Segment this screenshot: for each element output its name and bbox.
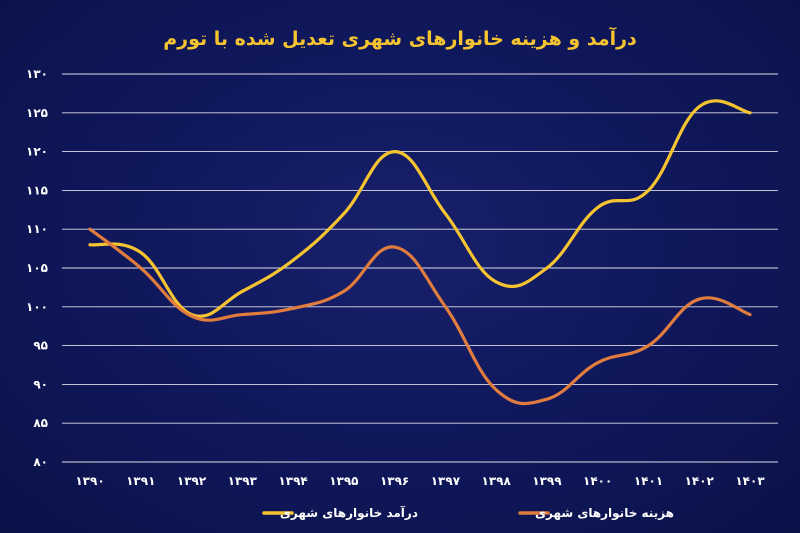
data-point [88,243,92,247]
data-point [494,280,498,284]
x-tick-label: ۱۳۹۳ [228,474,258,488]
data-point [240,313,244,316]
y-tick-label: ۱۲۰ [26,145,48,159]
y-tick-label: ۹۰ [33,377,48,391]
data-point [190,314,193,318]
data-point [443,305,447,309]
data-point [748,313,752,316]
y-tick-label: ۸۰ [33,455,48,469]
data-point [545,397,549,401]
series-line-1 [88,227,752,406]
data-point [342,212,346,216]
x-tick-label: ۱۳۹۸ [482,474,512,488]
x-tick-label: ۱۳۹۲ [177,474,207,488]
data-point [494,388,498,392]
data-point [697,297,701,301]
chart-title: درآمد و هزینه خانوارهای شهری تعدیل شده ب… [163,28,637,50]
x-tick-label: ۱۳۹۴ [278,474,307,488]
y-tick-label: ۱۰۵ [26,261,48,275]
x-tick-label: ۱۴۰۰ [583,474,612,488]
data-point [139,266,143,270]
data-point [393,150,397,154]
data-point [748,111,752,115]
y-tick-label: ۹۵ [33,339,48,353]
x-tick-label: ۱۳۹۹ [532,474,562,488]
data-point [240,289,244,293]
x-tick-label: ۱۴۰۱ [634,474,663,488]
data-point [443,212,447,216]
data-point [647,189,650,192]
data-point [393,245,397,249]
data-point [291,258,295,262]
data-point [596,361,600,365]
x-tick-label: ۱۴۰۳ [735,474,765,488]
data-point [697,105,701,108]
data-point [596,206,600,209]
data-point [291,306,295,310]
x-tick-label: ۱۳۹۱ [126,474,155,488]
y-tick-label: ۱۰۰ [26,300,48,314]
data-point [545,266,549,270]
x-tick-label: ۱۳۹۵ [329,474,358,488]
x-tick-label: ۱۳۹۰ [75,474,104,488]
x-tick-label: ۱۴۰۲ [685,474,715,488]
data-point [647,344,650,347]
y-tick-label: ۱۱۰ [26,222,48,236]
x-tick-label: ۱۳۹۶ [380,474,409,488]
data-point [139,251,143,254]
x-tick-label: ۱۳۹۷ [431,474,461,488]
y-tick-label: ۱۳۰ [26,67,48,81]
legend-label-0: درآمد خانوارهای شهری [280,505,418,521]
y-tick-label: ۸۵ [33,416,48,430]
series-line-0 [88,99,752,318]
data-point [342,289,346,293]
y-tick-label: ۱۲۵ [26,106,48,120]
data-point [88,227,92,231]
y-tick-label: ۱۱۵ [26,183,48,197]
legend-label-1: هزینه خانوارهای شهری [535,506,674,521]
